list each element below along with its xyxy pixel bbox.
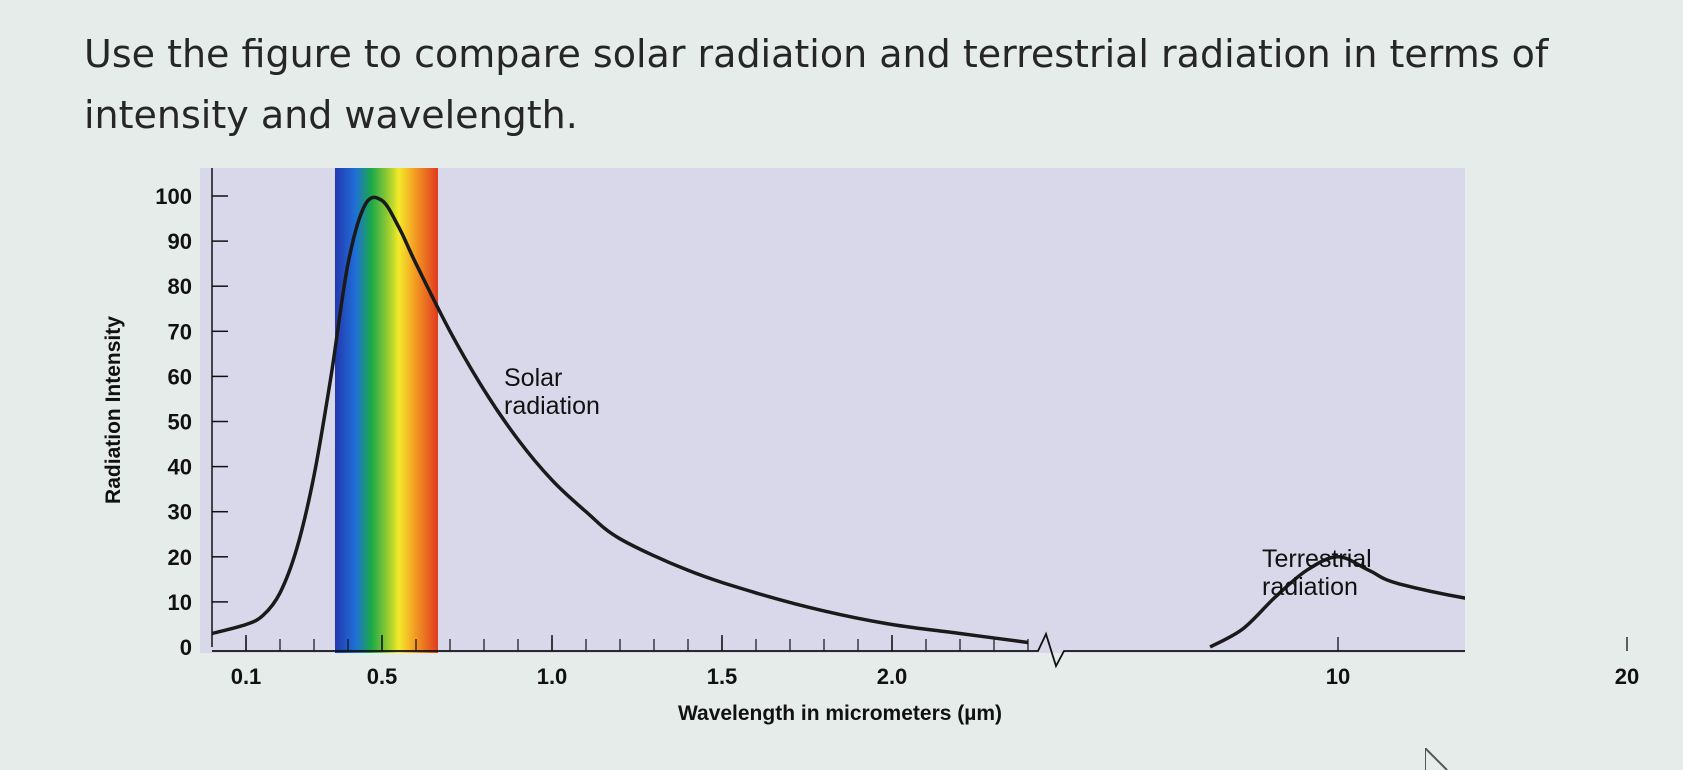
y-tick-label: 90	[168, 229, 192, 254]
terrestrial-annotation-line2: radiation	[1262, 573, 1358, 601]
y-tick-label: 20	[168, 545, 192, 570]
x-axis-line	[212, 631, 1465, 669]
y-tick-label: 30	[168, 500, 192, 525]
y-tick-label: 60	[168, 364, 192, 389]
terrestrial-annotation-line1: Terrestrial	[1262, 545, 1372, 573]
x-tick-label: 1.5	[707, 664, 738, 689]
y-tick-label: 50	[168, 410, 192, 435]
y-axis-title: Radiation Intensity	[102, 316, 125, 504]
x-tick-label: 10	[1326, 664, 1350, 689]
solar-annotation-line1: Solar	[504, 364, 562, 392]
terrestrial-radiation-curve	[1209, 555, 1465, 649]
y-tick-label: 40	[168, 455, 192, 480]
y-tick-label: 10	[168, 590, 192, 615]
x-tick-label: 1.0	[537, 664, 568, 689]
y-tick-label: 70	[168, 319, 192, 344]
y-tick-label: 80	[168, 274, 192, 299]
solar-annotation-line2: radiation	[504, 392, 600, 420]
x-tick-label: 0.1	[231, 664, 262, 689]
curves	[211, 195, 1465, 649]
solar-radiation-curve	[211, 195, 1029, 645]
y-axis: 0 10 20 30 40 50 60 70 80 90 100	[155, 168, 228, 660]
x-tick-label: 2.0	[877, 664, 908, 689]
cursor-arrow-icon	[1425, 748, 1448, 770]
x-axis-title: Wavelength in micrometers (µm)	[678, 702, 1002, 725]
x-tick-label: 0.5	[367, 664, 398, 689]
x-tick-label: 20	[1615, 664, 1639, 689]
y-tick-label: 0	[180, 635, 192, 660]
question-text: Use the figure to compare solar radiatio…	[84, 32, 1549, 137]
y-tick-label: 100	[155, 184, 192, 209]
visible-spectrum-band	[335, 168, 438, 653]
